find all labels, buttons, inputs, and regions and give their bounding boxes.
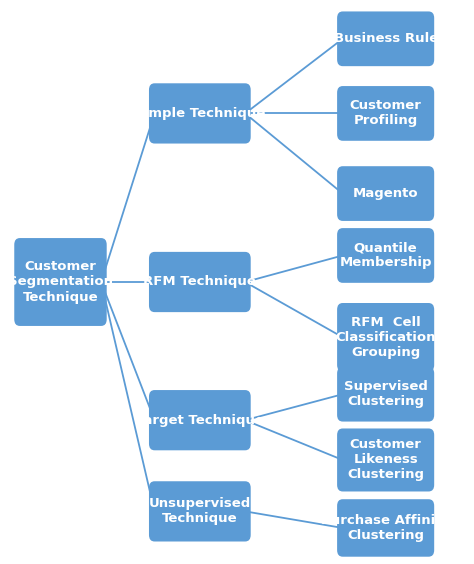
FancyBboxPatch shape [337, 86, 434, 141]
FancyBboxPatch shape [337, 11, 434, 66]
FancyBboxPatch shape [149, 83, 251, 144]
FancyBboxPatch shape [337, 499, 434, 557]
Text: Magento: Magento [353, 187, 419, 200]
Text: Purchase Affinity
Clustering: Purchase Affinity Clustering [321, 514, 450, 542]
FancyBboxPatch shape [337, 166, 434, 221]
FancyBboxPatch shape [337, 367, 434, 421]
FancyBboxPatch shape [337, 429, 434, 491]
FancyBboxPatch shape [337, 228, 434, 283]
FancyBboxPatch shape [149, 481, 251, 541]
Text: RFM Technique: RFM Technique [144, 275, 256, 289]
Text: RFM  Cell
Classification
Grouping: RFM Cell Classification Grouping [336, 316, 436, 359]
Text: Business Rule: Business Rule [334, 32, 438, 45]
Text: Supervised
Clustering: Supervised Clustering [344, 380, 428, 408]
FancyBboxPatch shape [14, 238, 107, 326]
Text: Simple Technique: Simple Technique [134, 107, 265, 120]
FancyBboxPatch shape [337, 303, 434, 372]
Text: Unsupervised
Technique: Unsupervised Technique [149, 497, 251, 526]
Text: Customer
Profiling: Customer Profiling [350, 99, 421, 127]
Text: Customer
Likeness
Clustering: Customer Likeness Clustering [347, 438, 424, 482]
FancyBboxPatch shape [149, 252, 251, 312]
Text: Quantile
Membership: Quantile Membership [339, 241, 432, 270]
Text: Customer
Segmentation
Technique: Customer Segmentation Technique [8, 261, 113, 303]
Text: Target Technique: Target Technique [136, 413, 264, 427]
FancyBboxPatch shape [149, 390, 251, 450]
